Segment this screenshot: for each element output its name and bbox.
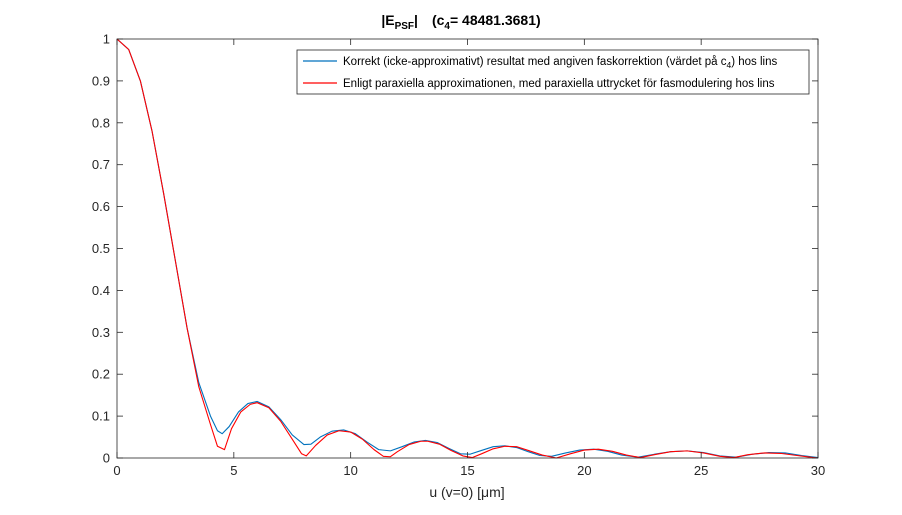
x-tick-label-4: 20 [577, 463, 591, 478]
legend-entry-paraxial: Enligt paraxiella approximationen, med p… [343, 78, 775, 90]
y-tick-label-0: 0 [103, 451, 110, 466]
y-tick-label-1: 0.1 [92, 409, 110, 424]
y-tick-label-10: 1 [103, 32, 110, 47]
y-tick-label-6: 0.6 [92, 199, 110, 214]
legend: Korrekt (icke-approximativt) resultat me… [296, 49, 810, 95]
x-tick-label-3: 15 [460, 463, 474, 478]
y-tick-label-5: 0.5 [92, 241, 110, 256]
title-main-subscript: PSF [395, 21, 414, 32]
x-tick-label-2: 10 [343, 463, 357, 478]
x-tick-label-6: 30 [811, 463, 825, 478]
y-tick-label-9: 0.9 [92, 73, 110, 88]
x-tick-label-1: 5 [230, 463, 237, 478]
title-param: (c [432, 12, 445, 28]
title-main-close: | [414, 12, 418, 28]
title-param-value: = 48481.3681) [450, 12, 541, 28]
axis-ticks: 0 5 10 15 20 25 30 0 0.1 0.2 0.3 0.4 0.5 0.6 0.7 0.8 0.9… [92, 32, 825, 479]
legend-box [296, 49, 810, 95]
title-main: |E [381, 12, 394, 28]
chart-title: |EPSF| (c4= 48481.3681) [381, 12, 540, 32]
x-axis-label: u (v=0) [μm] [429, 484, 504, 500]
legend-entry-correct-tail: ) hos lins [731, 56, 777, 68]
y-tick-label-4: 0.4 [92, 283, 110, 298]
y-tick-label-3: 0.3 [92, 325, 110, 340]
plot-area [117, 39, 818, 458]
x-tick-label-0: 0 [113, 463, 120, 478]
title-param-subscript: 4 [444, 21, 450, 32]
legend-entry-correct-text: Korrekt (icke-approximativt) resultat me… [343, 56, 727, 68]
y-tick-label-8: 0.8 [92, 115, 110, 130]
legend-entry-correct: Korrekt (icke-approximativt) resultat me… [343, 56, 778, 70]
legend-entry-correct-subscript: 4 [727, 60, 732, 70]
x-tick-label-5: 25 [694, 463, 708, 478]
y-tick-label-7: 0.7 [92, 157, 110, 172]
series-line-1 [116, 38, 819, 459]
series-lines [116, 38, 819, 459]
y-tick-label-2: 0.2 [92, 367, 110, 382]
